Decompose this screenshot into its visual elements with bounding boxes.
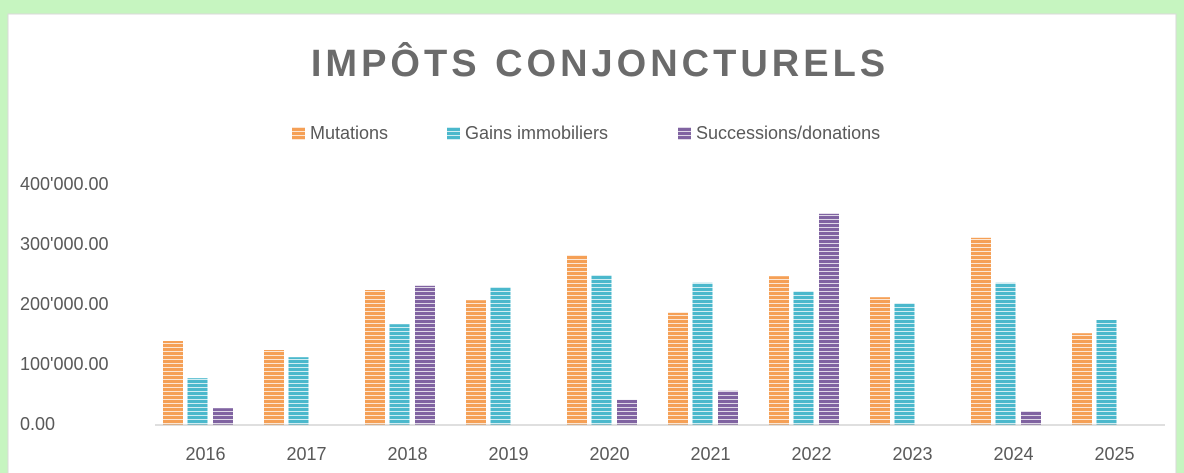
y-tick-label: 0.00 [20, 414, 55, 434]
bar [894, 303, 915, 425]
bar [213, 408, 233, 425]
bar [163, 341, 183, 425]
x-tick-label: 2025 [1094, 444, 1134, 464]
bar [769, 276, 789, 425]
bar [718, 390, 738, 425]
x-tick-label: 2020 [589, 444, 629, 464]
legend-label: Mutations [310, 123, 388, 143]
y-tick-label: 300'000.00 [20, 234, 109, 254]
bar [365, 290, 385, 425]
bar [668, 312, 688, 425]
bar [389, 324, 410, 425]
chart-title: IMPÔTS CONJONCTURELS [311, 40, 889, 85]
bar [995, 282, 1016, 425]
bar [793, 291, 814, 425]
x-tick-label: 2022 [791, 444, 831, 464]
legend-label: Successions/donations [696, 123, 880, 143]
bar [1096, 320, 1117, 425]
legend-label: Gains immobiliers [465, 123, 608, 143]
y-tick-label: 200'000.00 [20, 294, 109, 314]
x-tick-label: 2021 [690, 444, 730, 464]
bar [466, 300, 486, 425]
bar [264, 350, 284, 425]
bar [617, 399, 637, 425]
bar [1072, 333, 1092, 425]
x-tick-label: 2016 [185, 444, 225, 464]
bar [692, 282, 713, 425]
bar [591, 275, 612, 425]
x-tick-label: 2018 [387, 444, 427, 464]
bar [490, 287, 511, 425]
bar [870, 297, 890, 425]
x-tick-label: 2019 [488, 444, 528, 464]
bar [971, 237, 991, 425]
bar [415, 285, 435, 425]
bar [187, 378, 208, 425]
x-tick-label: 2024 [993, 444, 1033, 464]
y-tick-label: 100'000.00 [20, 354, 109, 374]
legend-swatch [447, 127, 460, 140]
legend-swatch [292, 127, 305, 140]
bar [1021, 411, 1041, 425]
bar [567, 255, 587, 425]
y-tick-label: 400'000.00 [20, 174, 109, 194]
x-tick-label: 2023 [892, 444, 932, 464]
bar [288, 357, 309, 425]
legend-swatch [678, 127, 691, 140]
bar [819, 213, 839, 425]
x-tick-label: 2017 [286, 444, 326, 464]
